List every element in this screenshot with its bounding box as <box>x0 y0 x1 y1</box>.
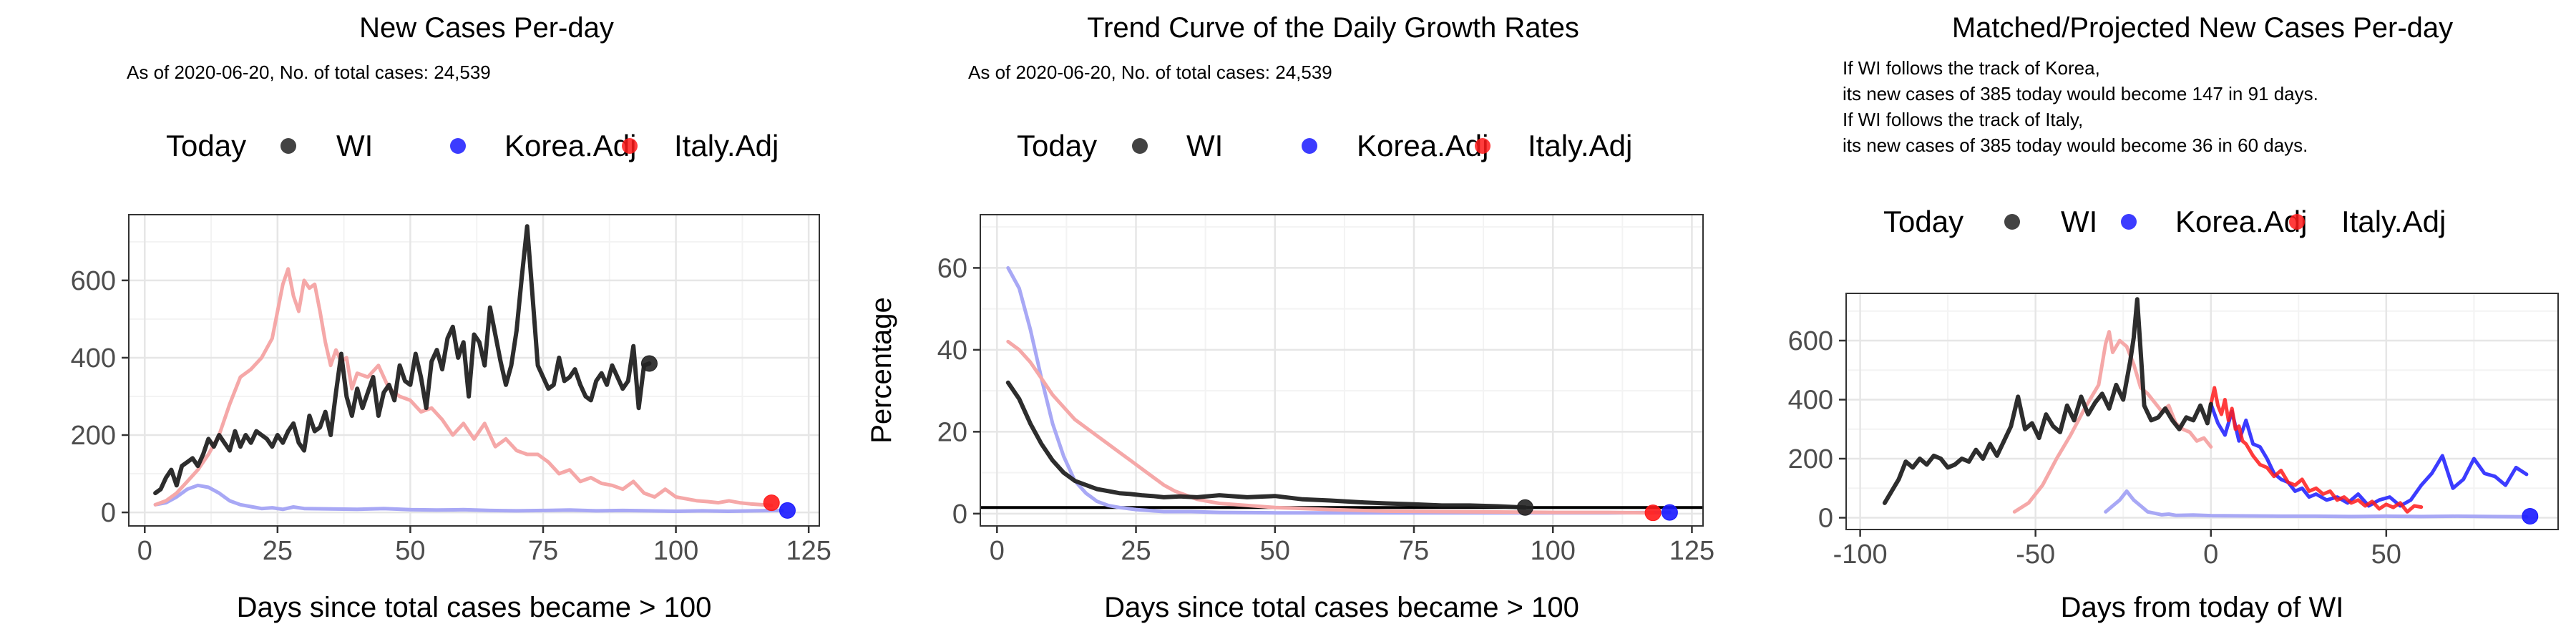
legend-label-wi: WI <box>336 129 373 162</box>
series-line-wi <box>1882 297 2213 505</box>
chart-matched-projected-cases: Matched/Projected New Cases Per-day If WI… <box>1788 12 2559 623</box>
chart-subtitle: As of 2020-06-20, No. of total cases: 24… <box>968 62 1332 83</box>
legend-label-korea-adj: Korea.Adj <box>1357 129 1488 162</box>
legend-marker-wi <box>280 138 296 154</box>
x-axis-label: Days since total cases became > 100 <box>1104 592 1579 623</box>
chart-note: If WI follows the track of Korea, <box>1843 57 2100 79</box>
series-line-korea-adj-projected <box>2209 402 2529 508</box>
y-tick-label: 0 <box>1818 504 1833 534</box>
x-tick-label: 50 <box>2371 540 2401 570</box>
chart-new-cases-per-day: New Cases Per-day As of 2020-06-20, No. o… <box>71 12 831 623</box>
chart-note: If WI follows the track of Italy, <box>1843 109 2083 130</box>
today-point-wi <box>640 355 658 372</box>
x-tick-label: 0 <box>137 536 152 566</box>
chart-note: its new cases of 385 today would become … <box>1843 83 2318 104</box>
legend-label-korea-adj: Korea.Adj <box>2175 205 2307 238</box>
series-group <box>1005 265 1672 515</box>
today-point-korea-adj <box>2522 507 2539 525</box>
x-tick-label: 50 <box>1260 536 1290 566</box>
x-tick-label: -50 <box>2016 540 2055 570</box>
legend-label-today: Today <box>166 129 246 162</box>
legend-label-korea-adj: Korea.Adj <box>504 129 636 162</box>
y-tick-label: 400 <box>1788 386 1833 416</box>
x-tick-label: 0 <box>990 536 1005 566</box>
y-tick-label: 40 <box>937 336 967 366</box>
chart-note: its new cases of 385 today would become … <box>1843 135 2308 156</box>
legend-marker-italy-adj <box>1475 138 1491 154</box>
series-line-italy-adj <box>1006 339 1655 515</box>
legend-label-italy-adj: Italy.Adj <box>1528 129 1632 162</box>
y-tick-label: 60 <box>937 253 967 283</box>
x-tick-label: 125 <box>1669 536 1714 566</box>
today-point-italy-adj <box>1644 504 1662 522</box>
x-tick-label: 100 <box>1531 536 1576 566</box>
panel-border <box>980 214 1704 527</box>
chart-title: New Cases Per-day <box>359 12 614 44</box>
y-tick-label: 0 <box>952 499 967 530</box>
x-tick-label: 75 <box>528 536 558 566</box>
chart-legend: Today WI Korea.Adj Italy.Adj <box>1883 205 2446 238</box>
panel-border <box>1845 293 2559 530</box>
y-tick-label: 0 <box>101 498 116 528</box>
plot-area <box>129 215 819 526</box>
legend-marker-wi <box>2004 214 2020 230</box>
x-axis-label: Days since total cases became > 100 <box>237 592 712 623</box>
legend-label-wi: WI <box>1186 129 1223 162</box>
series-line-wi <box>153 224 652 496</box>
y-tick-label: 200 <box>1788 444 1833 474</box>
today-point-korea-adj <box>779 502 796 519</box>
legend-marker-korea-adj <box>2121 214 2137 230</box>
y-tick-label: 600 <box>71 266 116 296</box>
x-tick-label: 125 <box>786 536 831 566</box>
y-tick-label: 20 <box>937 417 967 447</box>
x-tick-label: 25 <box>263 536 293 566</box>
legend-label-today: Today <box>1017 129 1097 162</box>
series-line-korea-adj <box>153 483 784 513</box>
legend-marker-korea-adj <box>1302 138 1317 154</box>
chart-title: Trend Curve of the Daily Growth Rates <box>1087 12 1579 44</box>
today-point-korea-adj <box>1661 504 1678 521</box>
series-group <box>153 224 784 513</box>
legend-marker-italy-adj <box>622 138 638 154</box>
x-tick-label: 0 <box>2203 540 2218 570</box>
chart-subtitle: As of 2020-06-20, No. of total cases: 24… <box>127 62 491 83</box>
legend-marker-italy-adj <box>2289 214 2305 230</box>
y-axis-label: Percentage <box>866 297 897 444</box>
series-group <box>1882 297 2529 519</box>
chart-legend: Today WI Korea.Adj Italy.Adj <box>166 129 779 162</box>
legend-label-today: Today <box>1883 205 1963 238</box>
plot-area <box>980 215 1703 526</box>
series-line-italy-adj-projected <box>2209 386 2424 514</box>
x-tick-label: -100 <box>1833 540 1888 570</box>
today-point-wi <box>1516 499 1533 516</box>
today-point-italy-adj <box>763 494 780 512</box>
legend-label-wi: WI <box>2061 205 2097 238</box>
legend-marker-wi <box>1132 138 1148 154</box>
panel-border <box>128 214 820 527</box>
x-tick-label: 100 <box>653 536 698 566</box>
x-tick-label: 75 <box>1399 536 1429 566</box>
x-tick-label: 50 <box>395 536 425 566</box>
legend-label-italy-adj: Italy.Adj <box>2341 205 2446 238</box>
x-axis-label: Days from today of WI <box>2061 592 2344 623</box>
chart-title: Matched/Projected New Cases Per-day <box>1952 12 2453 44</box>
chart-daily-growth-rates: Trend Curve of the Daily Growth Rates As … <box>866 12 1714 623</box>
legend-label-italy-adj: Italy.Adj <box>674 129 779 162</box>
series-line-korea-adj <box>2104 489 2529 519</box>
chart-legend: Today WI Korea.Adj Italy.Adj <box>1017 129 1632 162</box>
grid <box>980 215 1703 526</box>
series-line-wi <box>1005 380 1528 510</box>
legend-marker-korea-adj <box>450 138 466 154</box>
y-tick-label: 600 <box>1788 326 1833 356</box>
y-tick-label: 200 <box>71 421 116 451</box>
y-tick-label: 400 <box>71 343 116 374</box>
x-tick-label: 25 <box>1121 536 1151 566</box>
